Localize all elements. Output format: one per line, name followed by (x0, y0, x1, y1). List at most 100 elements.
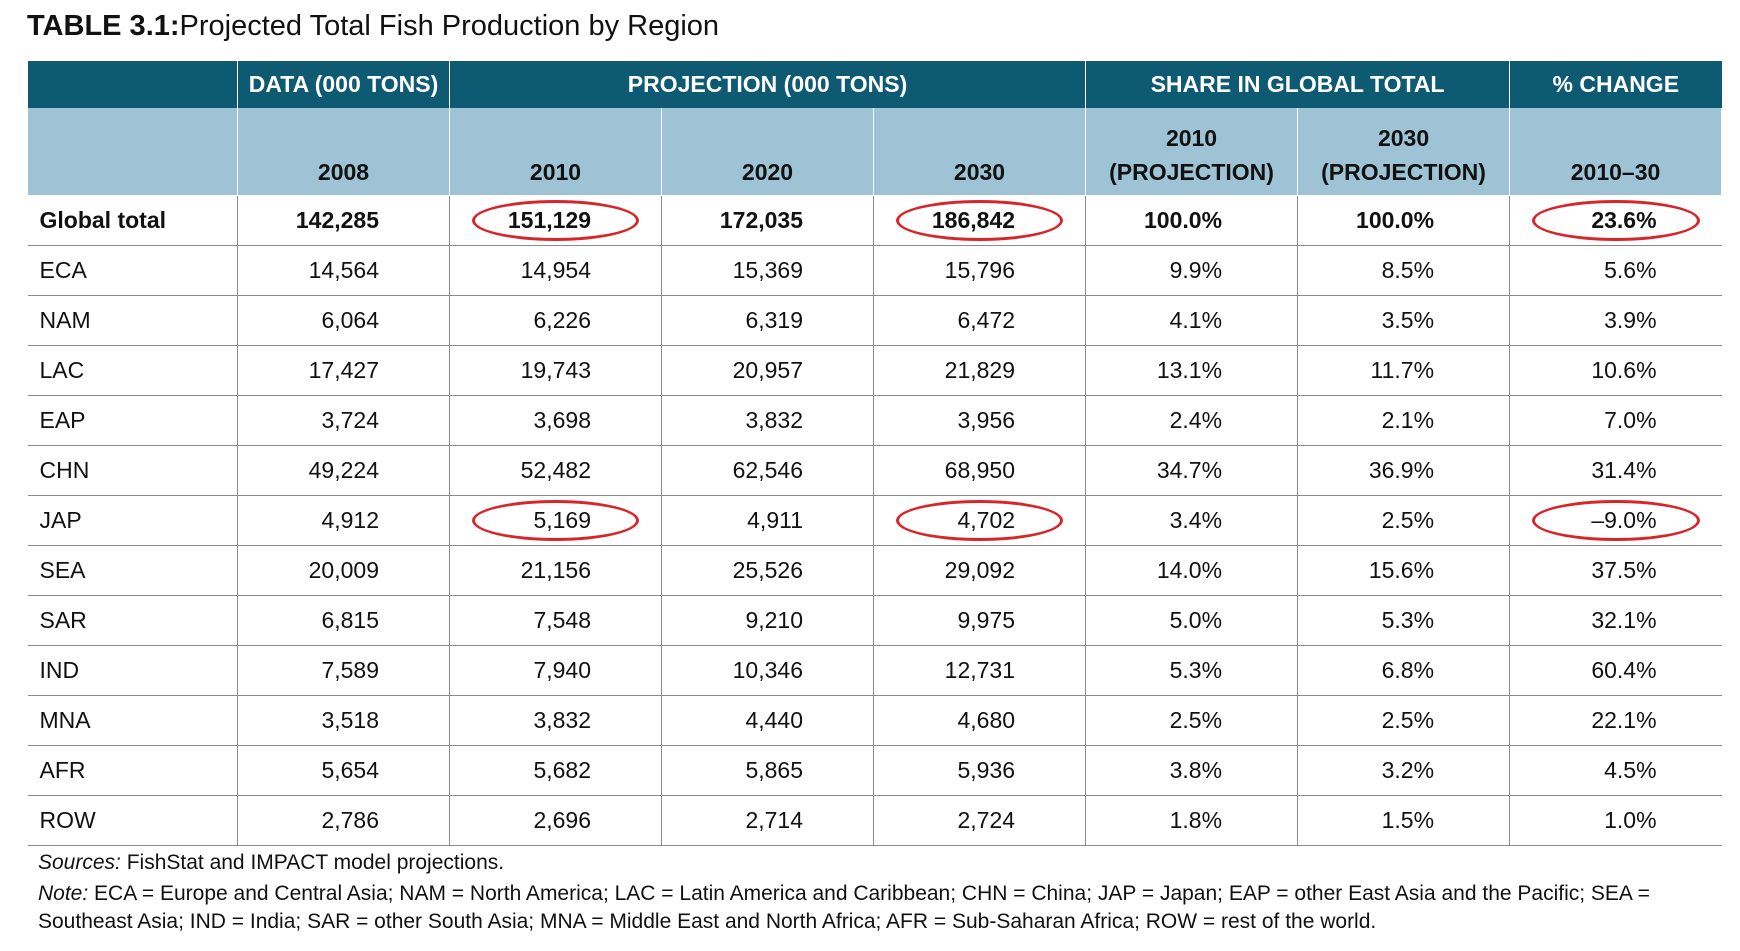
cell: 8.5% (1297, 245, 1511, 296)
table-row: JAP 4,912 5,169 4,911 4,702 3.4% 2.5% –9.0% (27, 495, 1722, 546)
note-text: FishStat and IMPACT model projections. (120, 851, 505, 874)
cell: 3.9% (1509, 295, 1722, 346)
cell: 4,702 (872, 495, 1087, 546)
cell: 6,815 (237, 595, 450, 646)
column-header: 2020 (661, 108, 874, 196)
cell: 4.5% (1509, 745, 1722, 796)
cell: 10,346 (661, 645, 874, 696)
cell: 9,975 (872, 595, 1087, 646)
cell: 5,169 (449, 495, 662, 546)
cell: 17,427 (237, 345, 450, 396)
cell: 9,210 (661, 595, 874, 646)
table-row: Global total 142,285 151,129 172,035 186,842… (27, 195, 1722, 246)
table-row: CHN 49,224 52,482 62,546 68,950 34.7% 36.9% 31.… (27, 445, 1722, 496)
column-header: 2008 (237, 108, 450, 196)
cell: 7.0% (1509, 395, 1722, 446)
cell: 2.4% (1085, 395, 1299, 446)
column-header: 2010 (PROJECTION) (1085, 108, 1299, 196)
cell: 3,724 (237, 395, 450, 446)
note-label: Note: (38, 882, 89, 905)
data-table: DATA (000 TONS) PROJECTION (000 TONS) SHAR… (27, 61, 1723, 846)
row-label: ECA (27, 245, 238, 296)
cell: 20,957 (661, 345, 874, 396)
cell: 14,954 (449, 245, 662, 296)
cell: 6,319 (661, 295, 874, 346)
table-row: IND 7,589 7,940 10,346 12,731 5.3% 6.8% 60.4% (27, 645, 1722, 696)
highlight-ring (1532, 200, 1700, 241)
row-label: CHN (27, 445, 238, 496)
cell: 11.7% (1297, 345, 1511, 396)
cell: 4,912 (237, 495, 450, 546)
group-header: DATA (000 TONS) (237, 61, 450, 108)
row-label: LAC (27, 345, 238, 396)
cell: 19,743 (449, 345, 662, 396)
cell: 60.4% (1509, 645, 1722, 696)
cell: 4,680 (872, 695, 1087, 746)
cell: 21,156 (449, 545, 662, 596)
cell: 3.4% (1085, 495, 1299, 546)
group-header: % CHANGE (1509, 61, 1722, 108)
cell: 2.5% (1085, 695, 1299, 746)
group-header: PROJECTION (000 TONS) (448, 61, 1087, 108)
highlight-ring (472, 500, 639, 541)
table-row: SEA 20,009 21,156 25,526 29,092 14.0% 15.6% 37.… (27, 545, 1722, 596)
note-label: Sources: (38, 851, 121, 874)
table-row: SAR 6,815 7,548 9,210 9,975 5.0% 5.3% 32.1% (27, 595, 1722, 646)
cell: 23.6% (1509, 195, 1722, 246)
row-label: SAR (27, 595, 238, 646)
cell: 14,564 (237, 245, 450, 296)
cell: 100.0% (1085, 195, 1299, 246)
cell: 3.5% (1297, 295, 1511, 346)
cell: 100.0% (1297, 195, 1511, 246)
cell: 32.1% (1509, 595, 1722, 646)
row-label: AFR (27, 745, 238, 796)
cell: –9.0% (1509, 495, 1722, 546)
row-label: Global total (27, 195, 238, 246)
cell: 1.8% (1085, 795, 1299, 846)
cell: 5,936 (872, 745, 1087, 796)
cell: 2,786 (237, 795, 450, 846)
cell: 7,548 (449, 595, 662, 646)
row-label: IND (27, 645, 238, 696)
cell: 5.3% (1297, 595, 1511, 646)
column-header: 2030 (872, 108, 1087, 196)
cell: 142,285 (237, 195, 450, 246)
cell: 21,829 (872, 345, 1087, 396)
cell: 5,682 (449, 745, 662, 796)
cell: 15,369 (661, 245, 874, 296)
cell: 20,009 (237, 545, 450, 596)
cell: 3.8% (1085, 745, 1299, 796)
cell: 68,950 (872, 445, 1087, 496)
cell: 5,654 (237, 745, 450, 796)
cell: 36.9% (1297, 445, 1511, 496)
table-row: MNA 3,518 3,832 4,440 4,680 2.5% 2.5% 22.1% (27, 695, 1722, 746)
cell: 3,832 (661, 395, 874, 446)
cell: 2,696 (449, 795, 662, 846)
cell: 2.5% (1297, 695, 1511, 746)
column-header-row: 2008 2010 2020 2030 2010 (PROJECTION) 2030 (P… (27, 108, 1723, 196)
column-header: 2010–30 (1509, 108, 1723, 196)
cell: 3.2% (1297, 745, 1511, 796)
cell: 6,226 (449, 295, 662, 346)
cell: 2,714 (661, 795, 874, 846)
table-row: AFR 5,654 5,682 5,865 5,936 3.8% 3.2% 4.5% (27, 745, 1722, 796)
cell: 3,698 (449, 395, 662, 446)
cell: 31.4% (1509, 445, 1722, 496)
cell: 6,472 (872, 295, 1087, 346)
column-header: 2030 (PROJECTION) (1297, 108, 1511, 196)
cell: 9.9% (1085, 245, 1299, 296)
table-row: ECA 14,564 14,954 15,369 15,796 9.9% 8.5% 5.6% (27, 245, 1722, 296)
cell: 29,092 (872, 545, 1087, 596)
highlight-ring (896, 500, 1064, 541)
title-text: Projected Total Fish Production by Regio… (179, 10, 720, 42)
row-label: MNA (27, 695, 238, 746)
cell: 6.8% (1297, 645, 1511, 696)
cell: 5,865 (661, 745, 874, 796)
cell: 34.7% (1085, 445, 1299, 496)
cell: 4,440 (661, 695, 874, 746)
row-label: ROW (27, 795, 238, 846)
highlight-ring (1532, 500, 1700, 541)
cell: 5.6% (1509, 245, 1722, 296)
cell: 6,064 (237, 295, 450, 346)
highlight-ring (896, 200, 1064, 241)
